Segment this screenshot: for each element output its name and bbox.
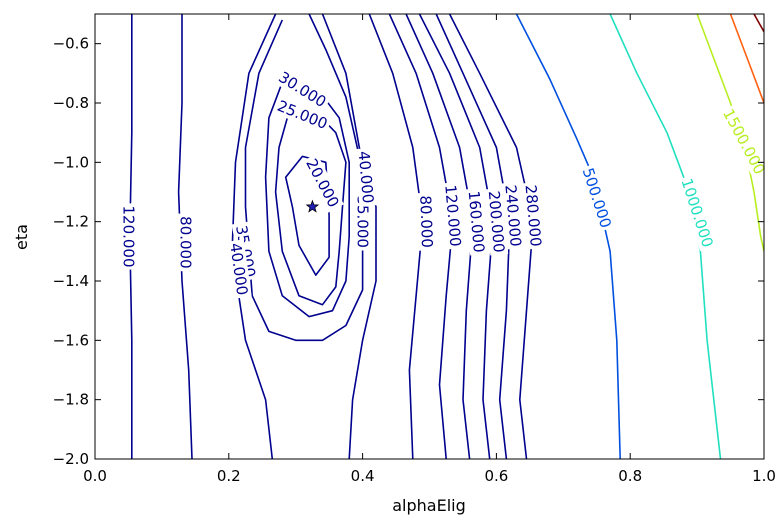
y-tick-label: −1.6 [53, 331, 89, 349]
contour-label-group: 35.000 [353, 192, 372, 251]
contour-label-group: 120.000 [119, 203, 138, 270]
y-tick-label: −0.8 [53, 94, 89, 112]
contour-label-35: 35.000 [354, 195, 372, 248]
contour-label-group: 240.000 [501, 181, 525, 250]
contour-line-25 [274, 111, 347, 306]
x-tick-label: 0.6 [484, 467, 508, 485]
contour-label-bg [718, 104, 770, 179]
y-tick-label: −1.0 [53, 153, 89, 171]
contour-label-bg [225, 239, 252, 299]
plot-frame [94, 13, 765, 460]
contour-line-2500 [753, 14, 764, 33]
y-tick-label: −0.6 [53, 35, 89, 53]
contour-label-bg [441, 181, 465, 250]
y-tick-label: −1.4 [53, 272, 89, 290]
contour-label-80: 80.000 [176, 216, 194, 269]
contour-label-160: 160.000 [465, 190, 488, 253]
contour-label-280: 280.000 [522, 184, 545, 247]
contour-label-bg [231, 221, 260, 282]
contour-label-group: 280.000 [521, 181, 546, 250]
minimum-marker-layer [305, 199, 320, 213]
contour-label-bg [301, 153, 344, 213]
contour-label-group: 40.000 [354, 147, 378, 207]
x-tick-label: 0.4 [351, 467, 375, 485]
contour-label-bg [676, 174, 718, 252]
contour-label-bg [501, 181, 525, 250]
contour-label-40: 40.000 [355, 150, 378, 204]
contour-label-group: 80.000 [176, 213, 195, 272]
minimum-star-marker [305, 199, 320, 213]
y-tick-label: −1.2 [53, 213, 89, 231]
x-tick-label: 0.0 [83, 467, 107, 485]
y-axis: −2.0 −1.8 −1.6 −1.4 −1.2 −1.0 −0.8 −0.6 [53, 35, 764, 468]
contour-label-bg [354, 147, 378, 207]
contour-label-bg [272, 95, 333, 135]
contour-label-bg [464, 187, 489, 256]
contour-line-1000 [609, 14, 722, 459]
contour-label-bg [484, 187, 509, 256]
contour-label-bg [176, 213, 195, 272]
y-tick-label: −2.0 [53, 450, 89, 468]
contour-label-group: 160.000 [464, 187, 489, 256]
contour-line-35 [244, 14, 364, 342]
contour-label-120: 120.000 [119, 205, 137, 267]
contour-label-group: 120.000 [441, 181, 465, 250]
contour-label-80: 80.000 [416, 195, 436, 248]
contour-label-bg [521, 181, 546, 250]
contour-label-bg [353, 192, 372, 251]
x-tick-label: 0.2 [217, 467, 241, 485]
contour-label-bg [578, 163, 616, 233]
y-axis-label: eta [12, 224, 31, 250]
contour-label-group: 80.000 [416, 192, 437, 251]
y-tick-label: −1.8 [53, 391, 89, 409]
contour-label-120: 120.000 [441, 184, 464, 247]
contour-label-240: 240.000 [501, 184, 524, 247]
contour-label-bg [119, 203, 138, 270]
contour-label-bg [416, 192, 437, 251]
contour-line-2000 [729, 14, 764, 104]
x-tick-label: 0.8 [618, 467, 642, 485]
contour-label-200: 200.000 [485, 190, 508, 253]
contour-line-30 [264, 81, 350, 318]
x-axis: 0.0 0.2 0.4 0.6 0.8 1.0 [83, 14, 776, 485]
contour-label-bg [273, 66, 332, 113]
x-tick-label: 1.0 [752, 467, 776, 485]
x-axis-label: alphaElig [392, 496, 466, 515]
contour-label-group: 200.000 [484, 187, 509, 256]
contour-line-40 [321, 14, 377, 459]
